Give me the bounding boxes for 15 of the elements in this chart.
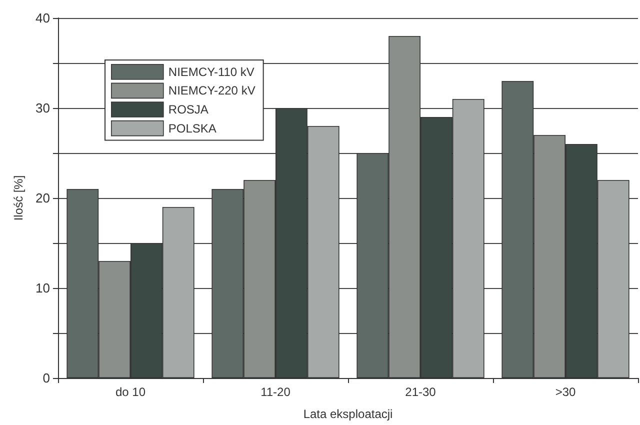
x-tick-label: 21-30 bbox=[405, 385, 436, 399]
legend-label: ROSJA bbox=[168, 102, 208, 116]
x-tick-label: 11-20 bbox=[260, 385, 291, 399]
y-axis-title: Ilość [%] bbox=[12, 175, 26, 221]
legend-label: NIEMCY-220 kV bbox=[168, 84, 256, 98]
y-tick-label: 30 bbox=[36, 100, 50, 116]
y-tick-label: 10 bbox=[36, 280, 50, 296]
y-tick-label: 20 bbox=[36, 190, 50, 206]
x-tick-label: >30 bbox=[555, 385, 576, 399]
legend-label: NIEMCY-110 kV bbox=[168, 64, 254, 79]
x-tick-label: do 10 bbox=[115, 385, 146, 399]
legend-label: POLSKA bbox=[168, 121, 216, 136]
x-axis-title: Lata eksploatacji bbox=[303, 407, 393, 421]
y-tick-label: 40 bbox=[36, 10, 50, 26]
y-tick-label: 0 bbox=[42, 370, 50, 386]
